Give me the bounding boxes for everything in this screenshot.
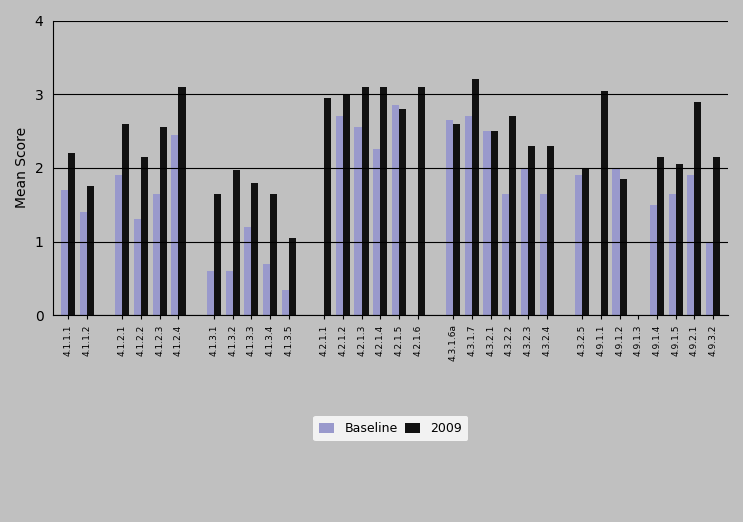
Bar [68, 153, 75, 315]
Bar [244, 227, 251, 315]
Bar [152, 194, 160, 315]
Bar [669, 194, 675, 315]
Bar [87, 186, 94, 315]
Bar [490, 131, 498, 315]
Bar [446, 120, 453, 315]
Bar [380, 87, 387, 315]
Bar [354, 127, 362, 315]
Bar [282, 290, 289, 315]
Bar [373, 149, 380, 315]
Bar [687, 175, 695, 315]
Bar [336, 116, 343, 315]
Bar [612, 168, 620, 315]
Bar [695, 102, 701, 315]
Bar [80, 212, 87, 315]
Bar [484, 131, 490, 315]
Bar [528, 146, 535, 315]
Bar [521, 168, 528, 315]
Bar [178, 87, 186, 315]
Bar [214, 194, 221, 315]
Bar [172, 135, 178, 315]
Bar [115, 175, 123, 315]
Bar [575, 175, 583, 315]
Bar [465, 116, 472, 315]
Bar [713, 157, 720, 315]
Bar [134, 219, 141, 315]
Bar [207, 271, 214, 315]
Bar [453, 124, 461, 315]
Bar [583, 168, 589, 315]
Bar [601, 90, 608, 315]
Bar [362, 87, 369, 315]
Bar [650, 205, 657, 315]
Bar [233, 170, 240, 315]
Bar [123, 124, 129, 315]
Bar [502, 194, 509, 315]
Bar [61, 190, 68, 315]
Bar [399, 109, 406, 315]
Bar [509, 116, 516, 315]
Bar [547, 146, 554, 315]
Bar [392, 105, 399, 315]
Bar [657, 157, 664, 315]
Bar [675, 164, 683, 315]
Bar [289, 238, 296, 315]
Bar [251, 183, 259, 315]
Bar [418, 87, 425, 315]
Bar [472, 79, 479, 315]
Bar [539, 194, 547, 315]
Bar [263, 264, 270, 315]
Bar [343, 94, 350, 315]
Bar [706, 242, 713, 315]
Bar [620, 179, 626, 315]
Bar [160, 127, 167, 315]
Legend: Baseline, 2009: Baseline, 2009 [313, 416, 468, 442]
Bar [270, 194, 277, 315]
Bar [226, 271, 233, 315]
Y-axis label: Mean Score: Mean Score [15, 127, 29, 208]
Bar [324, 98, 331, 315]
Bar [141, 157, 148, 315]
